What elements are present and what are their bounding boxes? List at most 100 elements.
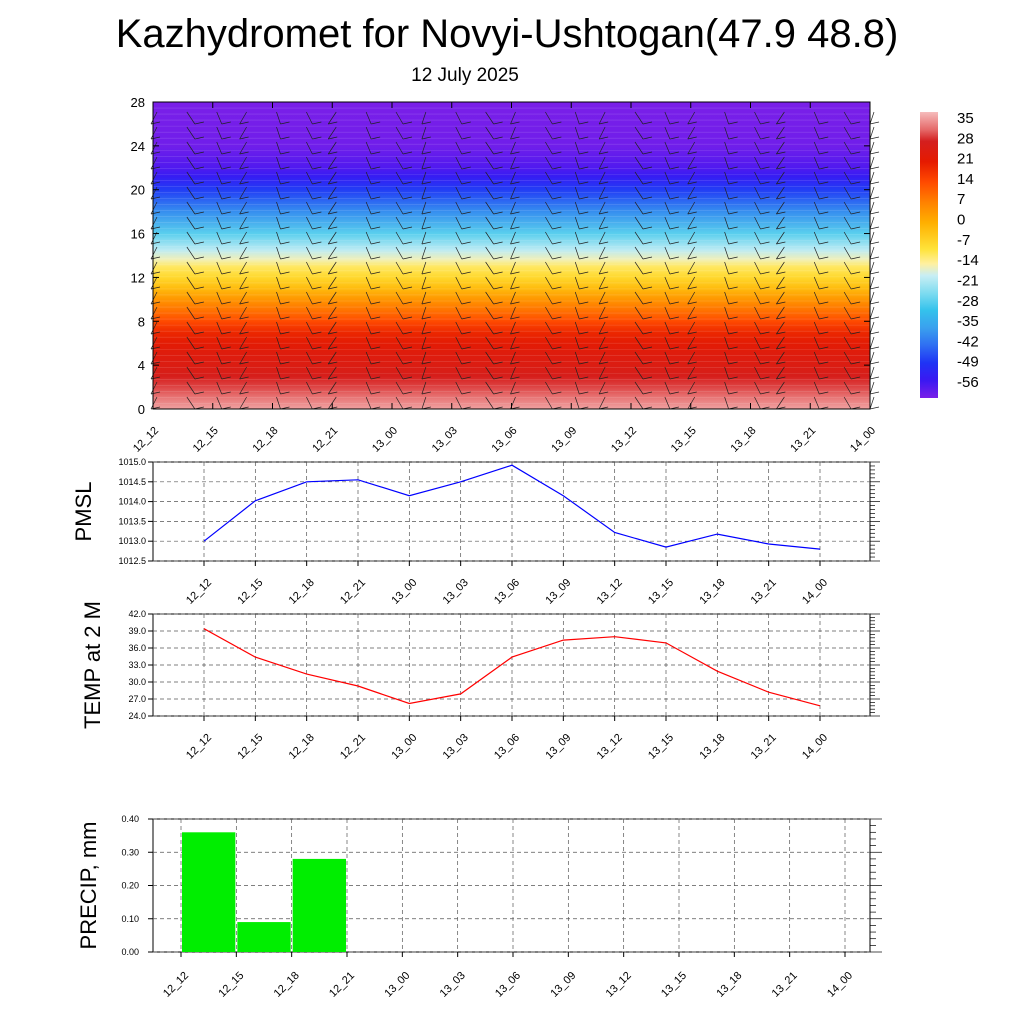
wind-barb-staff <box>664 156 671 170</box>
wind-barb-staff <box>545 336 553 350</box>
wind-barb-staff <box>239 306 247 320</box>
wind-barb-flag <box>402 256 413 260</box>
temp-x-tick-label: 13_21 <box>749 732 779 762</box>
wind-barb-flag <box>599 166 609 170</box>
wind-barb-flag <box>461 286 471 290</box>
wind-barb-staff <box>395 126 404 140</box>
wind-barb-staff <box>724 276 729 290</box>
wind-barb-staff <box>455 216 463 230</box>
wind-barb-flag <box>819 136 829 140</box>
wind-barb-flag <box>776 166 786 170</box>
wind-barb-flag <box>421 331 431 335</box>
wind-barb-staff <box>421 366 427 380</box>
wind-barb-flag <box>669 226 679 230</box>
wind-barb-flag <box>642 316 653 320</box>
wind-barb-staff <box>869 126 875 140</box>
wind-barb-flag <box>280 376 290 380</box>
wind-barb-flag <box>687 361 697 365</box>
wind-barb-flag <box>599 361 609 365</box>
temp-2m-panel: 24.0 27.0 30.0 33.0 36.0 39.0 42.0 12_12 12_15 12… <box>80 601 880 762</box>
wind-barb-staff <box>276 291 281 305</box>
wind-barb-staff <box>598 111 606 125</box>
colorbar-tick-label: -35 <box>957 313 979 330</box>
wind-barb-flag <box>819 361 829 365</box>
wind-barb-flag <box>687 391 697 395</box>
wind-barb-staff <box>754 171 761 185</box>
wind-barb-flag <box>851 331 861 335</box>
wind-barb-flag <box>239 331 249 335</box>
wind-barb-flag <box>510 391 520 395</box>
wind-barb-staff <box>754 201 761 215</box>
wind-barb-staff <box>216 336 223 350</box>
wind-barb-staff <box>306 261 313 275</box>
wind-barb-flag <box>869 151 880 155</box>
wind-barb-flag <box>599 241 609 245</box>
wind-barb-flag <box>239 256 249 260</box>
wind-barb-flag <box>642 226 653 230</box>
wind-barb-flag <box>760 226 770 230</box>
wind-barb-staff <box>306 351 313 365</box>
wind-barb-flag <box>402 136 413 140</box>
wind-barb-flag <box>642 136 653 140</box>
x-tick-label: 13_09 <box>549 425 579 455</box>
wind-barb-staff <box>455 381 463 395</box>
wind-barb-flag <box>819 121 829 125</box>
wind-barb-staff <box>150 201 158 215</box>
wind-barb-staff <box>545 396 553 410</box>
wind-barb-staff <box>687 186 696 200</box>
wind-barb-staff <box>395 396 404 410</box>
temp-x-tick-label: 13_06 <box>492 732 522 762</box>
wind-barb-flag <box>760 196 770 200</box>
wind-barb-staff <box>150 126 158 140</box>
wind-barb-flag <box>642 286 653 290</box>
wind-barb-flag <box>221 316 231 320</box>
pmsl-x-tick-label: 13_21 <box>749 577 779 607</box>
wind-barb-staff <box>306 216 313 230</box>
wind-barb-staff <box>545 381 553 395</box>
wind-barb-flag <box>194 196 204 200</box>
wind-barb-staff <box>813 276 820 290</box>
colorbar-tick-label: 7 <box>957 191 965 208</box>
wind-barb-flag <box>402 151 413 155</box>
wind-barb-staff <box>421 396 427 410</box>
wind-barb-staff <box>150 306 158 320</box>
temp-x-tick-label: 12_18 <box>287 732 317 762</box>
wind-barb-staff <box>545 261 553 275</box>
wind-barb-staff <box>664 216 671 230</box>
wind-barb-flag <box>776 346 786 350</box>
wind-barb-flag <box>461 226 471 230</box>
wind-barb-staff <box>421 321 427 335</box>
wind-barb-flag <box>328 361 338 365</box>
wind-barb-flag <box>599 331 609 335</box>
wind-barb-staff <box>395 336 404 350</box>
wind-barb-staff <box>664 321 671 335</box>
wind-barb-flag <box>312 346 322 350</box>
wind-barb-flag <box>402 331 413 335</box>
wind-barb-staff <box>395 171 404 185</box>
wind-barb-staff <box>455 366 463 380</box>
wind-barb-flag <box>579 226 589 230</box>
wind-barb-flag <box>328 376 338 380</box>
wind-barb-staff <box>574 351 580 365</box>
wind-barb-staff <box>869 366 875 380</box>
wind-barb-staff <box>574 126 580 140</box>
pmsl-x-tick-label: 12_18 <box>287 577 317 607</box>
temp-y-tick-label: 42.0 <box>128 609 146 619</box>
wind-barb-flag <box>280 121 290 125</box>
wind-barb-staff <box>776 171 785 185</box>
wind-barb-flag <box>461 391 471 395</box>
wind-barb-flag <box>819 271 829 275</box>
wind-barb-flag <box>869 121 880 125</box>
x-tick-label: 12_12 <box>131 425 161 455</box>
wind-barb-staff <box>186 141 196 155</box>
wind-barb-staff <box>754 396 761 410</box>
wind-barb-staff <box>687 246 696 260</box>
precip-y-tick-label: 0.30 <box>121 847 139 857</box>
wind-barb-flag <box>280 226 290 230</box>
wind-barb-flag <box>579 196 589 200</box>
wind-barb-flag <box>239 391 249 395</box>
wind-barb-flag <box>328 286 338 290</box>
wind-barb-staff <box>574 366 580 380</box>
wind-barb-flag <box>776 241 786 245</box>
wind-barb-flag <box>402 241 413 245</box>
